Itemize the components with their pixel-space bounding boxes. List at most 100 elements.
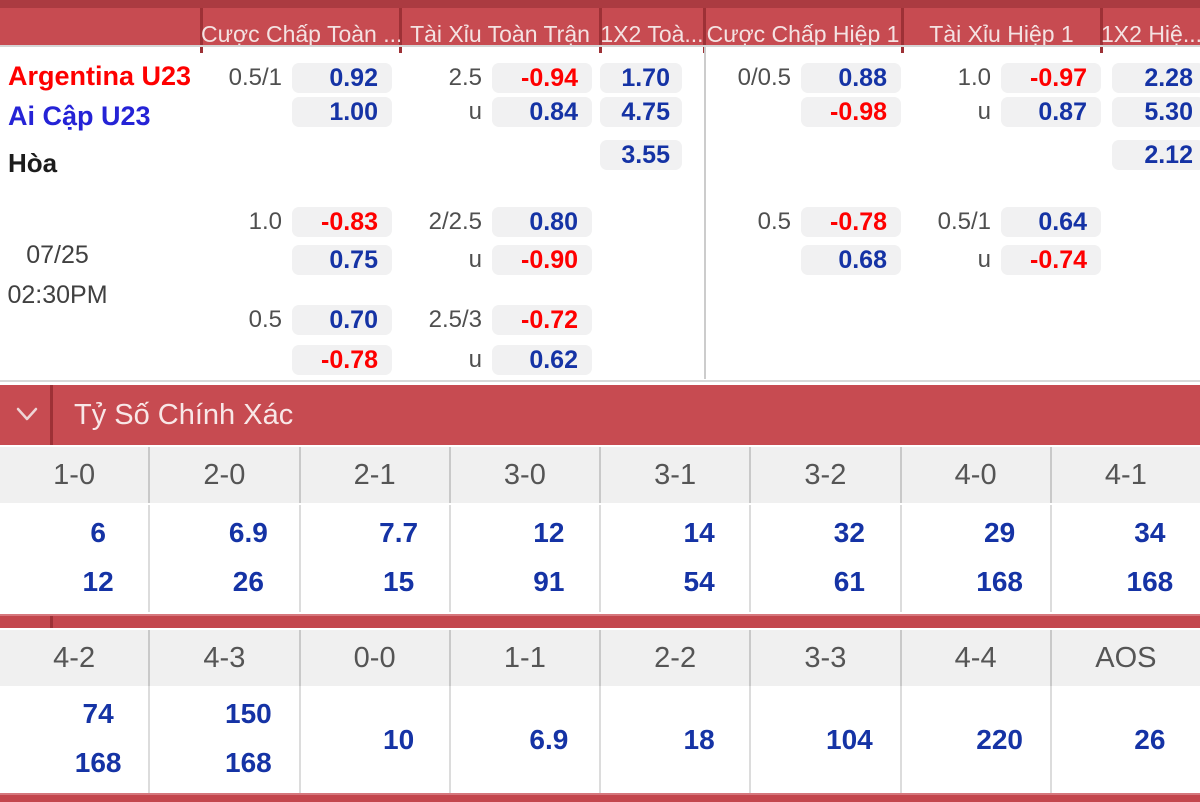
odds-button[interactable]: -0.98 <box>801 97 901 127</box>
odds-button[interactable]: 0.84 <box>492 97 592 127</box>
score-odds-value: 18 <box>683 723 715 755</box>
odds-button[interactable]: 0.75 <box>292 245 392 275</box>
ft-total-under-cell: u 0.84 <box>400 97 592 127</box>
score-odds-value: 12 <box>82 566 114 597</box>
bottom-bar <box>0 793 1200 802</box>
score-bar-divider <box>50 385 53 445</box>
score-odds-cell[interactable]: 6.9 <box>451 686 601 793</box>
score-odds-cell[interactable]: 7.7 15 <box>301 505 451 612</box>
score-label: 1-0 <box>0 447 151 503</box>
odds-button[interactable]: 0.88 <box>801 63 901 93</box>
total-line: 2.5/3 <box>428 306 482 333</box>
ft-total-under-cell: u -0.90 <box>400 245 592 275</box>
score-label: 4-3 <box>150 630 301 686</box>
score-odds-cell[interactable]: 32 61 <box>751 505 902 612</box>
odds-button[interactable]: 4.75 <box>600 97 682 127</box>
odds-button[interactable]: 0.62 <box>492 345 592 375</box>
score-odds-cell[interactable]: 34 168 <box>1052 505 1200 612</box>
header-divider <box>901 8 904 53</box>
h1-1x2-draw-cell: 2.12 <box>1112 140 1200 170</box>
handicap-line: 0.5/1 <box>228 64 282 91</box>
score-odds-value: 12 <box>533 517 565 548</box>
odds-button[interactable]: -0.74 <box>1001 245 1101 275</box>
odds-button[interactable]: -0.97 <box>1001 63 1101 93</box>
score-odds-value: 6.9 <box>529 723 569 755</box>
score-header-row-1: 1-0 2-0 2-1 3-0 3-1 3-2 4-0 4-1 <box>0 447 1200 503</box>
halves-divider <box>704 47 706 379</box>
odds-button[interactable]: 0.64 <box>1001 207 1101 237</box>
score-label: 3-0 <box>451 447 601 503</box>
score-odds-value: 168 <box>225 747 272 778</box>
score-odds-cell[interactable]: 10 <box>301 686 451 793</box>
ft-total-under-cell: u 0.62 <box>400 345 592 375</box>
ft-total-over-cell: 2.5 -0.94 <box>400 63 592 93</box>
score-odds-cell[interactable]: 6 12 <box>0 505 151 612</box>
ft-handicap-away-cell: -0.78 <box>205 345 392 375</box>
score-label: 2-0 <box>150 447 301 503</box>
score-label: 2-2 <box>601 630 752 686</box>
score-label: 0-0 <box>301 630 451 686</box>
chevron-down-icon[interactable] <box>14 405 40 425</box>
h1-handicap-away-cell: -0.98 <box>705 97 901 127</box>
score-odds-cell[interactable]: 104 <box>751 686 902 793</box>
handicap-line: 1.0 <box>248 208 282 235</box>
odds-button[interactable]: 0.92 <box>292 63 392 93</box>
odds-button[interactable]: 1.00 <box>292 97 392 127</box>
total-line: 0.5/1 <box>937 208 991 235</box>
odds-button[interactable]: -0.78 <box>801 207 901 237</box>
score-label: 4-2 <box>0 630 151 686</box>
ft-handicap-home-cell: 0.5 0.70 <box>205 305 392 335</box>
score-odds-value: 54 <box>683 566 715 597</box>
header-divider <box>1100 8 1103 53</box>
odds-button[interactable]: -0.83 <box>292 207 392 237</box>
score-odds-cell[interactable]: 29 168 <box>902 505 1052 612</box>
score-odds-cell[interactable]: 220 <box>902 686 1052 793</box>
separator-divider <box>50 616 53 628</box>
handicap-line: 0/0.5 <box>737 64 791 91</box>
ft-handicap-away-cell: 0.75 <box>205 245 392 275</box>
total-line: 2.5 <box>448 64 482 91</box>
score-odds-cell[interactable]: 26 <box>1052 686 1200 793</box>
under-label: u <box>977 98 991 125</box>
odds-button[interactable]: 0.70 <box>292 305 392 335</box>
score-odds-value: 26 <box>232 566 264 597</box>
odds-button[interactable]: -0.94 <box>492 63 592 93</box>
score-odds-cell[interactable]: 150 168 <box>150 686 301 793</box>
header-ft-1x2: 1X2 Toà... <box>600 21 704 47</box>
odds-button[interactable]: 3.55 <box>600 140 682 170</box>
under-label: u <box>468 98 482 125</box>
ft-handicap-home-cell: 1.0 -0.83 <box>205 207 392 237</box>
odds-button[interactable]: 0.87 <box>1001 97 1101 127</box>
odds-section-divider <box>0 380 1200 382</box>
odds-button[interactable]: 0.80 <box>492 207 592 237</box>
score-label: 3-2 <box>751 447 902 503</box>
score-odds-cell[interactable]: 12 91 <box>451 505 601 612</box>
odds-button[interactable]: -0.90 <box>492 245 592 275</box>
score-odds-cell[interactable]: 14 54 <box>601 505 752 612</box>
odds-button[interactable]: 1.70 <box>600 63 682 93</box>
score-odds-cell[interactable]: 18 <box>601 686 752 793</box>
odds-button[interactable]: 2.28 <box>1112 63 1200 93</box>
score-odds-cell[interactable]: 74 168 <box>0 686 151 793</box>
score-odds-value: 29 <box>984 517 1016 548</box>
score-odds-value: 168 <box>976 566 1023 597</box>
score-label: 1-1 <box>451 630 601 686</box>
ft-handicap-away-cell: 1.00 <box>205 97 392 127</box>
score-label: 2-1 <box>301 447 451 503</box>
total-line: 1.0 <box>957 64 991 91</box>
odds-button[interactable]: 2.12 <box>1112 140 1200 170</box>
under-label: u <box>468 246 482 273</box>
odds-button[interactable]: -0.72 <box>492 305 592 335</box>
score-odds-cell[interactable]: 6.9 26 <box>150 505 301 612</box>
header-ft-handicap: Cược Chấp Toàn ... <box>201 21 400 47</box>
score-label: AOS <box>1095 642 1157 674</box>
score-odds-value: 32 <box>833 517 865 548</box>
odds-button[interactable]: -0.78 <box>292 345 392 375</box>
odds-button[interactable]: 0.68 <box>801 245 901 275</box>
odds-button[interactable]: 5.30 <box>1112 97 1200 127</box>
score-label: 4-0 <box>902 447 1052 503</box>
h1-handicap-home-cell: 0/0.5 0.88 <box>705 63 901 93</box>
score-odds-value: 10 <box>383 723 415 755</box>
score-odds-value: 150 <box>225 698 272 729</box>
odds-header-bar: Cược Chấp Toàn ... Tài Xỉu Toàn Trận 1X2… <box>0 0 1200 53</box>
